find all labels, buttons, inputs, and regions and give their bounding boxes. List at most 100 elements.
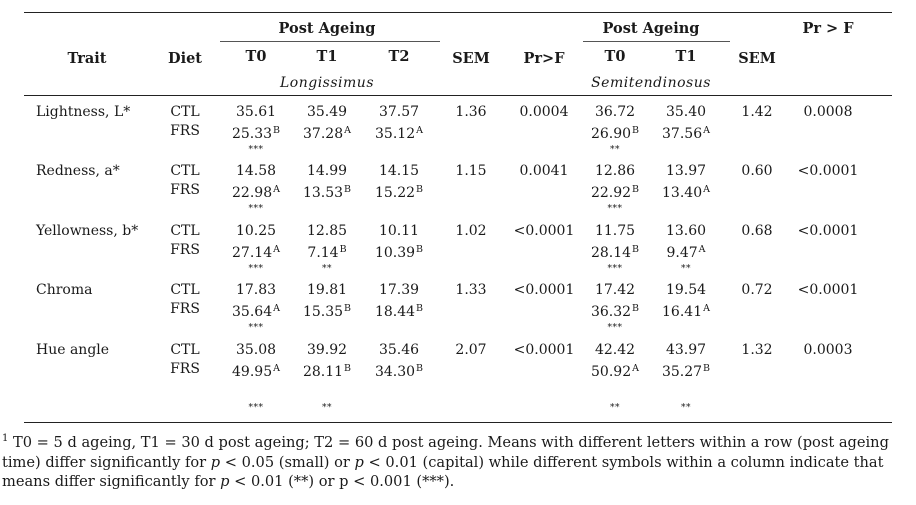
- longissimus-label: Longissimus: [279, 75, 375, 91]
- bottom-rule: [24, 422, 892, 423]
- significance-letter: A: [273, 363, 280, 374]
- cell-frs-s0: 50.92A: [591, 361, 639, 380]
- cell-ctl-t0: 17.83: [235, 282, 277, 298]
- cell-frs-t2: 35.12A: [375, 123, 423, 142]
- significance-letter: B: [416, 244, 424, 255]
- cell-ctl-s0: 12.86: [594, 163, 636, 179]
- cell-frs-t1: 28.11B: [303, 361, 351, 380]
- footnote: 1 T0 = 5 d ageing, T1 = 30 d post ageing…: [2, 429, 902, 492]
- cell-ctl-s1: 35.40: [665, 104, 707, 120]
- footnote-p1: p: [210, 453, 221, 471]
- trait-label: Chroma: [36, 282, 93, 298]
- significance-stars: **: [322, 403, 332, 413]
- cell-frs-t1: 7.14B: [307, 242, 346, 261]
- diet-ctl: CTL: [170, 104, 200, 120]
- cell-ctl-t1: 12.85: [306, 223, 348, 239]
- cell-ctl-s1: 43.97: [665, 342, 707, 358]
- cell-frs-t2: 34.30B: [375, 361, 423, 380]
- cell-frs-value: 25.33: [231, 126, 273, 142]
- footnote-text-c: < 0.01 (capital) while different symbols…: [2, 453, 884, 491]
- cell-frs-value: 35.27: [661, 364, 703, 380]
- cell-frs-value: 37.56: [662, 126, 703, 142]
- cell-frs-value: 13.53: [302, 185, 344, 201]
- cell-ctl-t2: 10.11: [378, 223, 420, 239]
- cell-frs-value: 10.39: [374, 245, 416, 261]
- cell-frs-value: 16.41: [662, 304, 703, 320]
- cell-ctl-t2: 14.15: [378, 163, 420, 179]
- cell-frs-value: 28.11: [302, 364, 344, 380]
- diet-header: Diet: [167, 50, 203, 67]
- sem-semitendinosus: 1.32: [741, 342, 773, 358]
- significance-letter: A: [273, 303, 280, 314]
- cell-frs-s0: 26.90B: [591, 123, 639, 142]
- footnote-text-b: < 0.05 (small) or: [220, 453, 355, 471]
- sem-longissimus: 1.02: [455, 223, 487, 239]
- cell-frs-t0: 25.33B: [232, 123, 280, 142]
- sem-semitendinosus: 1.42: [741, 104, 773, 120]
- significance-letter: B: [344, 363, 352, 374]
- cell-frs-value: 7.14: [307, 245, 339, 261]
- cell-frs-t0: 49.95A: [232, 361, 280, 380]
- significance-letter: A: [273, 184, 280, 195]
- significance-letter: A: [703, 184, 710, 195]
- cell-frs-value: 22.92: [590, 185, 632, 201]
- post-ageing-rule-2: [583, 41, 730, 42]
- cell-ctl-t1: 35.49: [306, 104, 348, 120]
- significance-letter: A: [632, 363, 639, 374]
- cell-ctl-t2: 35.46: [378, 342, 420, 358]
- sem-semitendinosus: 0.68: [741, 223, 773, 239]
- cell-ctl-s1: 19.54: [665, 282, 707, 298]
- t1-header: T1: [316, 48, 338, 65]
- significance-letter: B: [632, 184, 640, 195]
- significance-letter: A: [703, 125, 710, 136]
- prf-header-top: Pr > F: [802, 20, 854, 37]
- cell-frs-s0: 36.32B: [591, 301, 639, 320]
- diet-ctl: CTL: [170, 163, 200, 179]
- prf-semitendinosus: <0.0001: [797, 223, 859, 239]
- prf-semitendinosus: <0.0001: [797, 163, 859, 179]
- prf-semitendinosus: <0.0001: [797, 282, 859, 298]
- cell-frs-value: 35.12: [375, 126, 416, 142]
- diet-frs: FRS: [170, 182, 200, 198]
- cell-ctl-t1: 39.92: [306, 342, 348, 358]
- significance-stars: **: [681, 264, 691, 274]
- significance-letter: B: [273, 125, 281, 136]
- cell-frs-t0: 35.64A: [232, 301, 280, 320]
- footnote-p3: p: [220, 473, 230, 490]
- trait-label: Redness, a*: [36, 163, 120, 179]
- cell-ctl-t1: 19.81: [306, 282, 348, 298]
- significance-letter: B: [632, 244, 640, 255]
- cell-frs-value: 18.44: [374, 304, 416, 320]
- sem-semitendinosus: 0.60: [741, 163, 773, 179]
- cell-ctl-s1: 13.60: [665, 223, 707, 239]
- diet-ctl: CTL: [170, 282, 200, 298]
- cell-frs-t1: 13.53B: [303, 182, 351, 201]
- cell-frs-s1: 13.40A: [662, 182, 710, 201]
- t1-header-2: T1: [675, 48, 697, 65]
- cell-frs-value: 36.32: [590, 304, 632, 320]
- footnote-text-d: < 0.01 (**) or p < 0.001 (***).: [229, 473, 455, 490]
- cell-frs-s1: 37.56A: [662, 123, 710, 142]
- cell-frs-t2: 10.39B: [375, 242, 423, 261]
- cell-ctl-t0: 35.61: [235, 104, 277, 120]
- cell-ctl-s1: 13.97: [665, 163, 707, 179]
- cell-frs-value: 22.98: [232, 185, 273, 201]
- sem-longissimus: 1.33: [455, 282, 487, 298]
- significance-letter: A: [273, 244, 280, 255]
- cell-frs-value: 15.22: [374, 185, 416, 201]
- cell-frs-s1: 9.47A: [666, 242, 705, 261]
- cell-ctl-t2: 17.39: [378, 282, 420, 298]
- cell-frs-value: 15.35: [302, 304, 344, 320]
- significance-stars: **: [681, 403, 691, 413]
- cell-frs-value: 27.14: [232, 245, 273, 261]
- sem-semitendinosus: 0.72: [741, 282, 773, 298]
- prf-semitendinosus: 0.0008: [803, 104, 853, 120]
- trait-label: Hue angle: [36, 342, 110, 358]
- diet-frs: FRS: [170, 123, 200, 139]
- top-rule: [24, 12, 892, 13]
- significance-stars: **: [610, 145, 620, 155]
- cell-frs-value: 34.30: [374, 364, 416, 380]
- cell-frs-value: 28.14: [590, 245, 632, 261]
- cell-frs-t1: 37.28A: [303, 123, 351, 142]
- footnote-text-a: T0 = 5 d ageing, T1 = 30 d post ageing; …: [2, 434, 889, 471]
